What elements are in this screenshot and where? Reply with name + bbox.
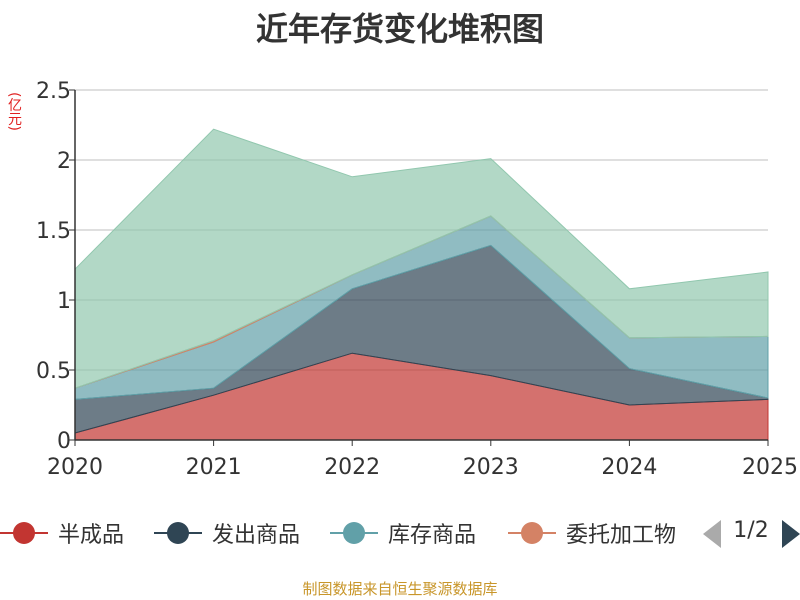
legend-label: 半成品 <box>58 523 125 548</box>
x-tick-label: 2020 <box>47 455 103 480</box>
legend-item[interactable]: 库存商品 <box>330 513 476 553</box>
legend-label: 委托加工物 <box>566 523 677 548</box>
x-tick-label: 2025 <box>742 455 798 480</box>
legend-page-indicator: 1/2 <box>733 518 769 543</box>
x-tick-label: 2022 <box>324 455 380 480</box>
legend-item[interactable]: 委托加工物 <box>508 513 676 553</box>
legend-marker-icon <box>154 521 202 545</box>
legend-marker-icon <box>330 521 378 545</box>
legend-next-page-icon[interactable] <box>782 520 800 548</box>
series-area-5[interactable] <box>74 128 769 389</box>
y-tick-label: 2.5 <box>36 79 71 104</box>
y-tick-label: 2 <box>57 149 71 174</box>
legend-marker-icon <box>0 521 48 545</box>
x-tick-label: 2021 <box>186 455 242 480</box>
x-tick-label: 2024 <box>601 455 657 480</box>
y-tick-label: 0 <box>57 429 71 454</box>
y-axis-unit-label: (亿元) <box>6 92 22 131</box>
data-source-note: 制图数据来自恒生聚源数据库 <box>302 580 498 598</box>
x-tick-label: 2023 <box>463 455 519 480</box>
legend-label: 库存商品 <box>388 523 477 548</box>
legend-prev-page-icon[interactable] <box>703 520 721 548</box>
legend-marker-icon <box>508 521 556 545</box>
legend: 半成品 发出商品 库存商品 委托加工物 <box>0 513 800 553</box>
y-tick-label: 1 <box>57 289 71 314</box>
y-tick-label: 1.5 <box>36 219 71 244</box>
legend-item[interactable]: 半成品 <box>0 513 124 553</box>
chart-title: 近年存货变化堆积图 <box>255 10 544 48</box>
legend-label: 发出商品 <box>212 523 301 548</box>
legend-item[interactable]: 发出商品 <box>154 513 300 553</box>
y-tick-label: 0.5 <box>36 359 71 384</box>
